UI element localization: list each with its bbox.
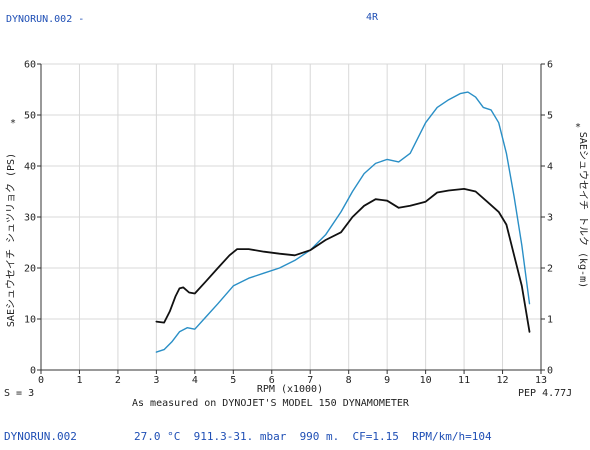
x-axis-label: RPM (x1000) — [257, 384, 323, 395]
header-gear-label: 4R — [366, 12, 379, 23]
left-axis-marker: * — [10, 118, 16, 129]
y-right-tick-label: 5 — [547, 111, 553, 122]
power-line — [155, 91, 531, 353]
right-axis-marker: * — [575, 122, 581, 133]
y-left-tick-label: 50 — [24, 111, 36, 122]
x-tick-label: 1 — [76, 375, 82, 386]
x-tick-label: 2 — [115, 375, 121, 386]
footer-file: DYNORUN.002 — [4, 430, 77, 443]
x-tick-label: 13 — [535, 375, 547, 386]
x-tick-label: 9 — [384, 375, 390, 386]
y-axis-left-label: SAEシュウセイチ シュツリョク (PS) — [5, 153, 17, 327]
footer-conditions: 27.0 °C 911.3-31. mbar 990 m. CF=1.15 RP… — [134, 430, 492, 443]
chart-series — [155, 91, 531, 353]
x-tick-label: 6 — [269, 375, 275, 386]
y-left-tick-label: 30 — [24, 213, 36, 224]
y-right-tick-label: 6 — [547, 60, 553, 71]
smoothing-note: S = 3 — [4, 388, 35, 399]
x-tick-label: 4 — [192, 375, 198, 386]
x-tick-label: 8 — [346, 375, 352, 386]
y-right-tick-label: 3 — [547, 213, 553, 224]
pep-note: PEP 4.77J — [518, 388, 573, 399]
x-tick-label: 12 — [497, 375, 509, 386]
y-left-tick-label: 60 — [24, 60, 36, 71]
y-axis-right-label: SAEシュウセイチ トルク (kg-m) — [577, 132, 589, 288]
x-tick-label: 10 — [420, 375, 432, 386]
y-right-tick-label: 1 — [547, 315, 553, 326]
torque-line — [155, 187, 531, 333]
y-left-tick-label: 40 — [24, 162, 36, 173]
x-tick-label: 3 — [153, 375, 159, 386]
x-tick-label: 7 — [307, 375, 313, 386]
y-right-tick-label: 2 — [547, 264, 553, 275]
y-left-tick-label: 0 — [30, 366, 36, 377]
y-left-tick-label: 10 — [24, 315, 36, 326]
x-tick-label: 11 — [458, 375, 470, 386]
x-tick-label: 5 — [230, 375, 236, 386]
y-right-tick-label: 0 — [547, 366, 553, 377]
chart-grid — [40, 63, 542, 371]
x-tick-label: 0 — [38, 375, 44, 386]
y-left-tick-label: 20 — [24, 264, 36, 275]
header-run-name: DYNORUN.002 - — [6, 14, 85, 25]
dyno-caption: As measured on DYNOJET'S MODEL 150 DYNAM… — [132, 398, 409, 409]
y-right-tick-label: 4 — [547, 162, 553, 173]
